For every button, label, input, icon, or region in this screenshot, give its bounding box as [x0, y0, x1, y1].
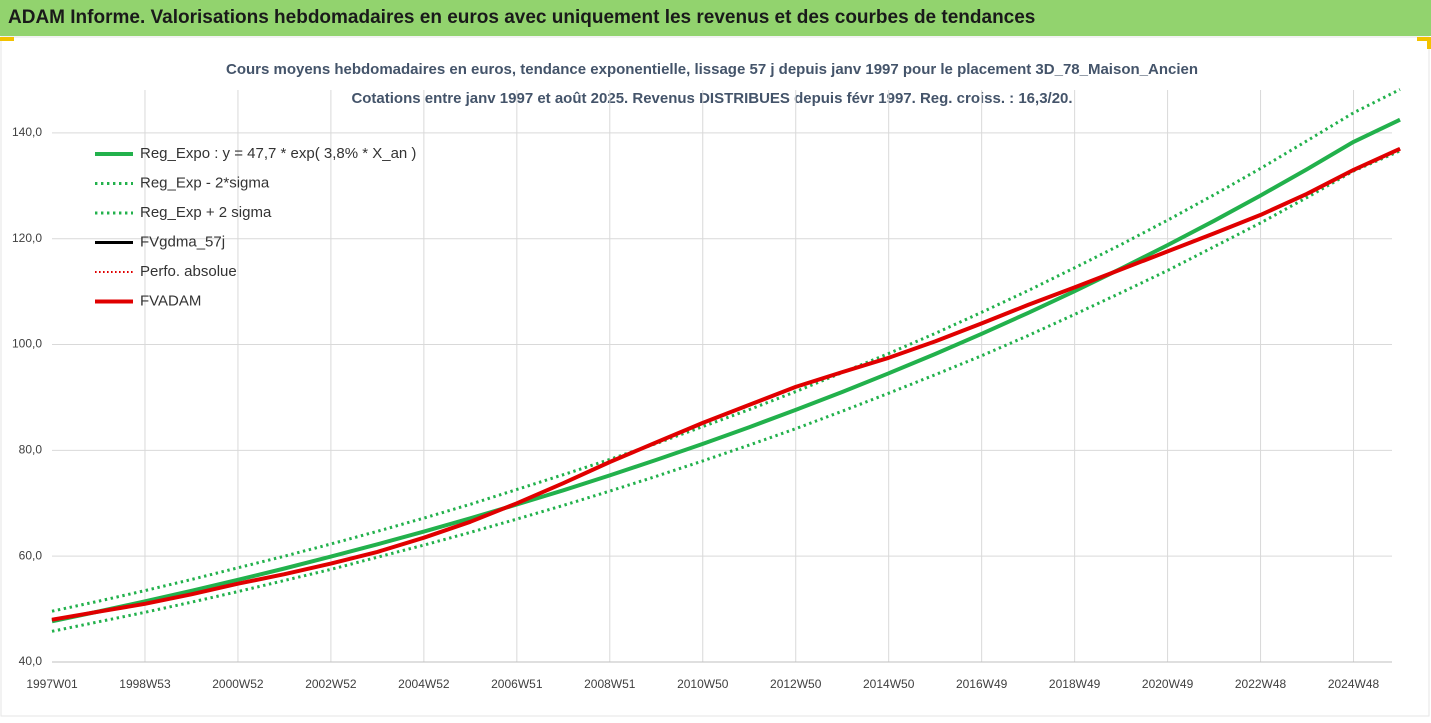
x-tick-label: 2018W49 — [1049, 677, 1101, 691]
x-tick-label: 2016W49 — [956, 677, 1008, 691]
x-tick-label: 2022W48 — [1235, 677, 1287, 691]
corner — [1427, 37, 1431, 49]
legend-label: Perfo. absolue — [140, 263, 237, 280]
series-line — [51, 146, 1401, 622]
y-tick-label: 100,0 — [12, 337, 42, 351]
x-tick-label: 2006W51 — [491, 677, 543, 691]
x-tick-label: 2020W49 — [1142, 677, 1194, 691]
series-line — [51, 149, 1401, 633]
x-tick-label: 2004W52 — [398, 677, 450, 691]
y-tick-label: 80,0 — [19, 443, 43, 457]
x-tick-label: 2010W50 — [677, 677, 729, 691]
header-title: ADAM Informe. Valorisations hebdomadaire… — [8, 7, 1035, 28]
x-tick-label: 2008W51 — [584, 677, 636, 691]
y-tick-label: 140,0 — [12, 125, 42, 139]
x-tick-label: 2000W52 — [212, 677, 264, 691]
x-tick-label: 2024W48 — [1328, 677, 1380, 691]
x-tick-label: 1997W01 — [26, 677, 78, 691]
corner — [0, 37, 14, 41]
header-bar — [0, 0, 1431, 36]
series-line — [51, 88, 1401, 613]
x-tick-label: 2002W52 — [305, 677, 357, 691]
y-tick-label: 60,0 — [19, 548, 43, 562]
legend-label: Reg_Exp + 2 sigma — [140, 204, 272, 221]
chart-frame — [0, 36, 1430, 717]
chart-subtitle: Cotations entre janv 1997 et août 2025. … — [351, 90, 1072, 107]
chart-subtitle: Cours moyens hebdomadaires en euros, ten… — [226, 61, 1198, 78]
legend-label: FVgdma_57j — [140, 233, 225, 250]
legend-label: Reg_Expo : y = 47,7 * exp( 3,8% * X_an ) — [140, 145, 416, 162]
corner — [1417, 37, 1431, 41]
series-line — [51, 117, 1401, 624]
y-tick-label: 120,0 — [12, 231, 42, 245]
legend-label: FVADAM — [140, 292, 201, 309]
x-tick-label: 2012W50 — [770, 677, 822, 691]
legend-label: Reg_Exp - 2*sigma — [140, 174, 270, 191]
x-tick-label: 2014W50 — [863, 677, 915, 691]
x-tick-label: 1998W53 — [119, 677, 171, 691]
y-tick-label: 40,0 — [19, 654, 43, 668]
